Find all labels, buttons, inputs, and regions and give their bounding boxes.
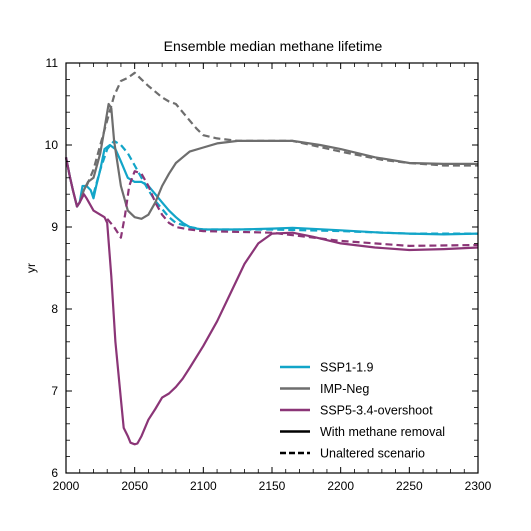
- series-line-1: [92, 139, 478, 235]
- y-tick-label-2: 8: [51, 302, 58, 316]
- series-layer: [64, 71, 479, 446]
- x-tick-label-1: 2050: [121, 479, 148, 493]
- axis-ticks: 2000 2050 2100 2150 2200 2250 2300 6 7 8 9 10 11: [45, 56, 492, 493]
- legend-label-4: Unaltered scenario: [320, 447, 425, 461]
- series-line-3: [85, 71, 478, 187]
- legend-label-2: SSP5-3.4-overshoot: [320, 404, 433, 418]
- x-tick-label-0: 2000: [53, 479, 80, 493]
- y-tick-label-4: 10: [45, 138, 59, 152]
- x-tick-label-6: 2300: [465, 479, 492, 493]
- y-tick-label-5: 11: [46, 56, 59, 70]
- x-tick-label-3: 2150: [259, 479, 286, 493]
- chart-title: Ensemble median methane lifetime: [164, 38, 383, 54]
- legend: SSP1-1.9 IMP-Neg SSP5-3.4-overshoot With me…: [280, 361, 445, 461]
- legend-label-0: SSP1-1.9: [320, 361, 374, 375]
- x-tick-label-2: 2100: [190, 479, 217, 493]
- legend-label-3: With methane removal: [320, 425, 445, 439]
- y-axis-label: yr: [24, 263, 38, 273]
- x-tick-label-4: 2200: [327, 479, 354, 493]
- y-tick-label-1: 7: [51, 384, 58, 398]
- y-tick-label-0: 6: [51, 466, 58, 480]
- x-tick-label-5: 2250: [396, 479, 423, 493]
- y-tick-label-3: 9: [51, 220, 58, 234]
- series-line-5: [106, 170, 479, 247]
- legend-label-1: IMP-Neg: [320, 382, 369, 396]
